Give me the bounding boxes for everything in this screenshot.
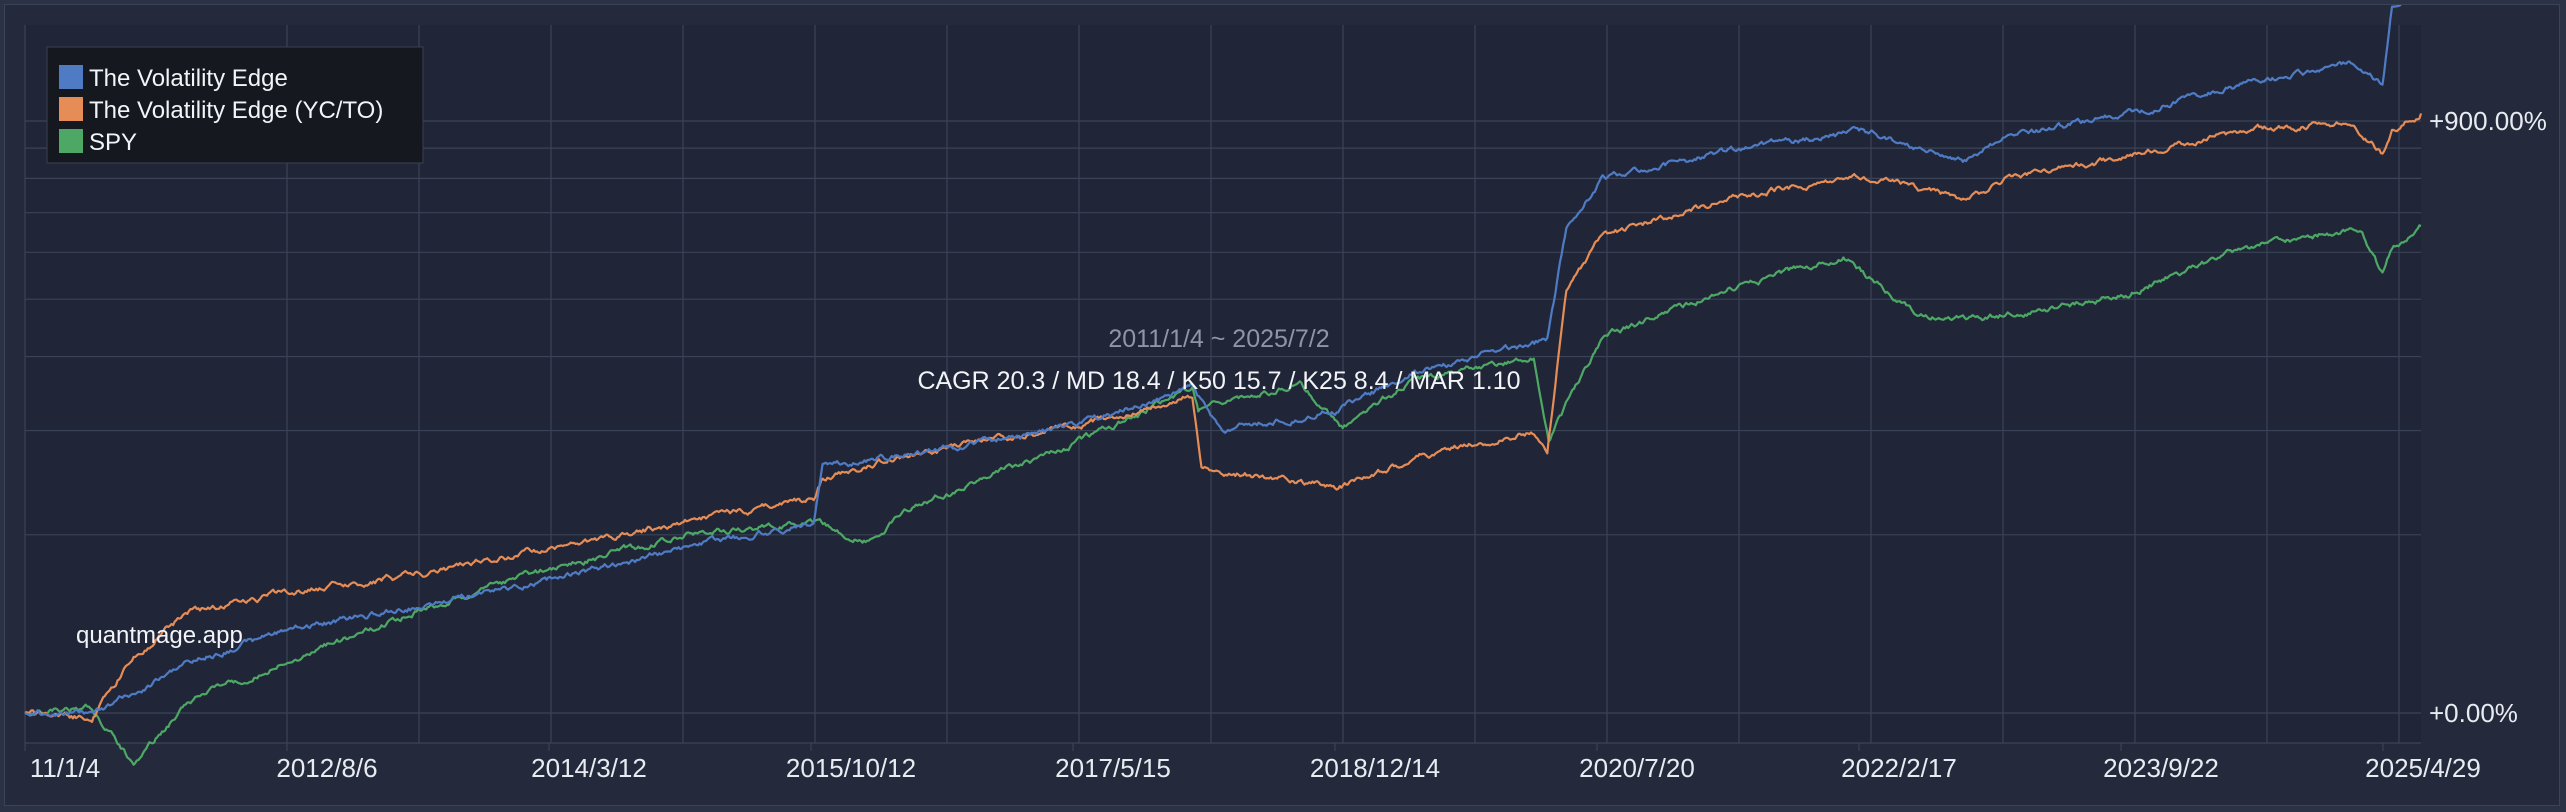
x-axis-ticks: 11/1/4 2012/8/6 2014/3/12 2015/10/12 2017/5/… [24, 743, 2481, 783]
legend-label: The Volatility Edge [89, 65, 288, 92]
series-lines [24, 5, 2423, 766]
x-tick-label: 2020/7/20 [1579, 753, 1695, 783]
y-tick-label: +0.00% [2429, 698, 2518, 728]
legend-label: SPY [89, 129, 137, 156]
plot-area [25, 25, 2421, 743]
series-line-2 [24, 113, 2423, 723]
legend-item[interactable]: The Volatility Edge (YC/TO) [59, 97, 383, 124]
series-line-1 [24, 5, 2402, 718]
x-tick-label: 2012/8/6 [276, 753, 377, 783]
x-tick-label: 11/1/4 [30, 753, 100, 783]
x-tick-label: 2015/10/12 [786, 753, 916, 783]
legend-swatch [59, 129, 83, 153]
chart-frame: 11/1/4 2012/8/6 2014/3/12 2015/10/12 2017/5/… [4, 4, 2560, 806]
legend-label: The Volatility Edge (YC/TO) [89, 97, 383, 124]
y-axis-ticks: +900.00% +0.00% [2429, 106, 2547, 728]
x-tick-label: 2022/2/17 [1841, 753, 1957, 783]
annotation-period: 2011/1/4 ~ 2025/7/2 [1108, 325, 1329, 353]
legend-swatch [59, 65, 83, 89]
x-tick-label: 2017/5/15 [1055, 753, 1171, 783]
watermark: quantmage.app [76, 622, 243, 649]
x-tick-label: 2023/9/22 [2103, 753, 2219, 783]
x-tick-label: 2018/12/14 [1310, 753, 1440, 783]
y-tick-label: +900.00% [2429, 106, 2547, 136]
legend-item[interactable]: The Volatility Edge [59, 65, 288, 92]
performance-chart: 11/1/4 2012/8/6 2014/3/12 2015/10/12 2017/5/… [24, 5, 2547, 783]
legend-box [46, 46, 424, 164]
annotation-stats: CAGR 20.3 / MD 18.4 / K50 15.7 / K25 8.4… [917, 367, 1520, 395]
legend-item[interactable]: SPY [59, 129, 137, 156]
x-tick-label: 2014/3/12 [531, 753, 647, 783]
legend[interactable]: The Volatility Edge The Volatility Edge (… [46, 46, 424, 164]
legend-swatch [59, 97, 83, 121]
x-tick-label: 2025/4/29 [2365, 753, 2481, 783]
series-line-3 [24, 224, 2422, 766]
